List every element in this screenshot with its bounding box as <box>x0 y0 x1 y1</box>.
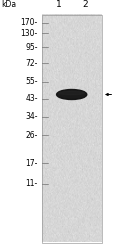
Text: 1: 1 <box>56 0 61 9</box>
Ellipse shape <box>58 91 84 95</box>
Text: 55-: 55- <box>25 77 37 86</box>
Text: 11-: 11- <box>25 180 37 188</box>
Text: 43-: 43- <box>25 94 37 103</box>
Text: 34-: 34- <box>25 112 37 121</box>
Text: 95-: 95- <box>25 42 37 51</box>
Bar <box>42 15 101 242</box>
Text: kDa: kDa <box>1 0 16 9</box>
Ellipse shape <box>56 90 86 100</box>
Text: 17-: 17- <box>25 158 37 168</box>
Text: 170-: 170- <box>20 18 37 27</box>
Text: 130-: 130- <box>20 28 37 38</box>
Text: 72-: 72- <box>25 58 37 68</box>
Text: 26-: 26- <box>25 130 37 140</box>
Text: 2: 2 <box>81 0 87 9</box>
